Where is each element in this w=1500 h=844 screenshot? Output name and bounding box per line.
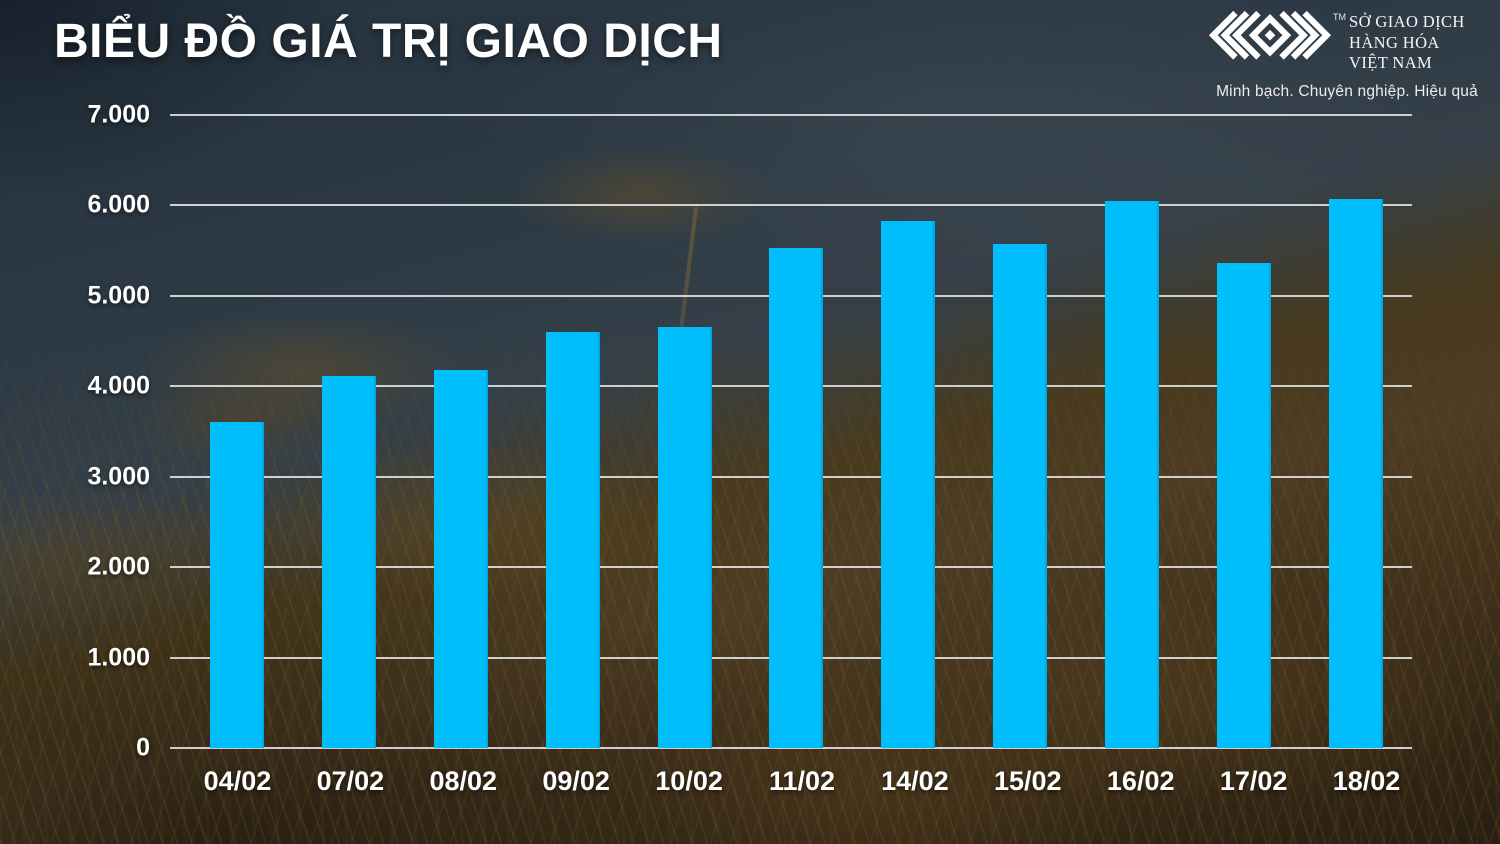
bar-10/02 (657, 327, 712, 748)
x-axis-label: 17/02 (1219, 766, 1288, 796)
bar-14/02 (881, 220, 936, 748)
bars-row (170, 115, 1412, 748)
y-axis-label: 4.000 (87, 371, 150, 400)
bar-07/02 (321, 375, 376, 748)
y-axis-label: 1.000 (87, 643, 150, 672)
bar-cell (405, 115, 517, 748)
bar-18/02 (1329, 199, 1384, 748)
y-axis-label: 6.000 (87, 190, 150, 219)
bar-cell (1300, 115, 1412, 748)
y-axis: 7.000 6.000 5.000 4.000 3.000 2.000 1.000 0 (0, 101, 150, 762)
bar-cell (517, 115, 629, 748)
brand-name-line-3: VIỆT NAM (1349, 53, 1433, 72)
bar-cell (964, 115, 1076, 748)
y-axis-label: 5.000 (87, 281, 150, 310)
bar-17/02 (1217, 262, 1272, 748)
gridline (170, 114, 1412, 116)
mxv-logo-icon (1208, 10, 1332, 60)
x-axis-label: 07/02 (316, 766, 385, 796)
brand-name-line-1: SỞ GIAO DỊCH (1349, 12, 1465, 31)
bar-cell (181, 115, 293, 748)
brand-logo-block: TM SỞ GIAO DỊCH HÀNG HÓA VIỆT NAM Minh b… (1208, 10, 1486, 101)
bar-cell (629, 115, 741, 748)
gridline (170, 747, 1412, 749)
x-axis-label: 10/02 (655, 766, 723, 796)
y-axis-label: 0 (136, 733, 150, 762)
x-axis-label: 09/02 (542, 766, 610, 796)
y-axis-label: 3.000 (87, 462, 150, 491)
bar-cell (293, 115, 405, 748)
y-axis-label: 2.000 (87, 552, 150, 581)
bar-15/02 (993, 243, 1048, 748)
page-title: BIỂU ĐỒ GIÁ TRỊ GIAO DỊCH (54, 15, 723, 68)
x-axis-label: 11/02 (768, 766, 836, 796)
plot-area (170, 114, 1412, 749)
bar-08/02 (433, 370, 488, 748)
x-axis-label: 18/02 (1332, 766, 1401, 796)
bar-cell (741, 115, 853, 748)
brand-name: SỞ GIAO DỊCH HÀNG HÓA VIỆT NAM (1349, 12, 1465, 74)
trademark-label: TM (1333, 12, 1346, 22)
brand-row: TM SỞ GIAO DỊCH HÀNG HÓA VIỆT NAM (1208, 10, 1486, 74)
x-axis: 04/02 07/02 08/02 09/02 10/02 11/02 14/02 15/02… (170, 766, 1423, 797)
gridline (170, 204, 1412, 207)
x-axis-label: 15/02 (994, 766, 1062, 796)
y-axis-label: 7.000 (87, 100, 150, 129)
x-axis-label: 08/02 (429, 766, 498, 796)
brand-tagline: Minh bạch. Chuyên nghiệp. Hiệu quả (1216, 82, 1478, 100)
x-axis-label: 04/02 (203, 766, 272, 796)
bar-04/02 (209, 421, 264, 748)
bar-09/02 (545, 332, 600, 748)
brand-name-line-2: HÀNG HÓA (1349, 32, 1440, 52)
bar-16/02 (1105, 200, 1160, 748)
bar-11/02 (769, 247, 824, 748)
bar-cell (852, 115, 964, 748)
x-axis-label: 16/02 (1106, 766, 1175, 796)
x-axis-label: 14/02 (881, 766, 949, 796)
bar-cell (1076, 115, 1188, 748)
bar-cell (1188, 115, 1300, 748)
